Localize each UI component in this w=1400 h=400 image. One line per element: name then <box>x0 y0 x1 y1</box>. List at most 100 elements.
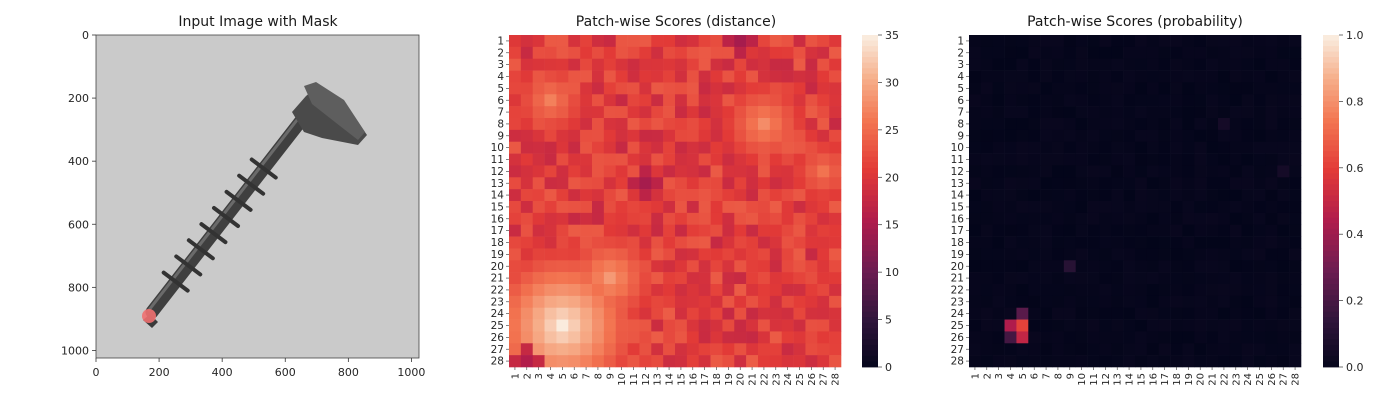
heatmap-cell <box>722 355 735 368</box>
heatmap-cell <box>722 177 735 190</box>
heatmap-cell <box>722 35 735 48</box>
heatmap-cell <box>568 129 581 143</box>
heatmap-cell <box>603 129 617 143</box>
heatmap-cell <box>1277 295 1290 309</box>
heatmap-cell <box>544 260 557 273</box>
x-tick-label: 23 <box>1231 373 1242 386</box>
heatmap-cell <box>592 201 605 214</box>
heatmap-cell <box>829 319 842 332</box>
heatmap-cell <box>532 82 545 95</box>
heatmap-cell <box>651 46 664 60</box>
heatmap-cell <box>1123 177 1136 190</box>
heatmap-cell <box>734 224 747 237</box>
heatmap-cell <box>992 201 1005 214</box>
heatmap-cell <box>758 212 771 226</box>
heatmap-cell <box>1241 319 1254 332</box>
heatmap-cell <box>793 35 806 48</box>
heatmap-cell <box>675 106 688 119</box>
heatmap-cell <box>1028 165 1041 178</box>
x-tick-label: 16 <box>688 373 699 386</box>
heatmap-cell <box>627 331 640 344</box>
heatmap-cell <box>829 118 842 131</box>
heatmap-cell <box>1099 260 1112 273</box>
heatmap-cell <box>603 331 617 344</box>
heatmap-cell <box>568 307 581 320</box>
heatmap-cell <box>980 129 994 143</box>
heatmap-cell <box>1241 355 1254 368</box>
heatmap-cell <box>710 177 723 190</box>
heatmap-cell <box>603 248 617 261</box>
heatmap-cell <box>698 260 711 273</box>
x-tick-label: 3 <box>534 373 545 379</box>
heatmap-cell <box>1016 94 1029 107</box>
heatmap-cell <box>580 355 593 368</box>
colorbar-segment <box>1323 40 1339 47</box>
heatmap-cell <box>793 129 806 143</box>
x-tick-label: 25 <box>795 373 806 386</box>
y-tick-label: 7 <box>497 107 504 119</box>
heatmap-cell <box>639 355 652 368</box>
heatmap-cell <box>1158 212 1171 226</box>
x-tick-label: 600 <box>275 366 296 379</box>
heatmap-cell <box>651 331 664 344</box>
heatmap-cell <box>1265 58 1278 71</box>
heatmap-cell <box>980 141 994 154</box>
heatmap-cell <box>1052 331 1065 344</box>
heatmap-cell <box>1146 343 1160 356</box>
x-tick-label: 28 <box>831 373 842 386</box>
heatmap-cell <box>1289 236 1302 249</box>
heatmap-cell <box>1075 331 1088 344</box>
y-tick-label: 1000 <box>61 344 89 357</box>
heatmap-cell <box>603 153 617 166</box>
y-tick-label: 25 <box>491 320 504 332</box>
heatmap-cell <box>793 272 806 285</box>
heatmap-cell <box>1241 295 1254 309</box>
colorbar-segment <box>1323 228 1339 235</box>
colorbar-segment <box>862 300 878 307</box>
heatmap-cell <box>1253 343 1266 356</box>
heatmap-cell <box>520 70 534 83</box>
heatmap-cell <box>1004 307 1017 320</box>
heatmap-cell <box>1087 272 1100 285</box>
heatmap-cell <box>675 35 688 48</box>
heatmap-cell <box>615 224 628 237</box>
heatmap-cell <box>817 343 830 356</box>
heatmap-cell <box>1075 106 1088 119</box>
heatmap-cell <box>722 295 735 309</box>
heatmap-cell <box>1087 177 1100 190</box>
heatmap-cell <box>1229 319 1243 332</box>
heatmap-cell <box>1075 236 1088 249</box>
heatmap-cell <box>992 343 1005 356</box>
heatmap-cell <box>1004 177 1017 190</box>
heatmap-cell <box>1135 331 1148 344</box>
thread-ridge <box>199 222 228 245</box>
heatmap-cell <box>1087 284 1100 297</box>
heatmap-cell <box>829 355 842 368</box>
heatmap-cell <box>686 224 700 237</box>
heatmap-cell <box>781 260 794 273</box>
heatmap-cell <box>520 284 534 297</box>
colorbar-segment <box>1323 46 1339 52</box>
heatmap-cell <box>1028 284 1041 297</box>
heatmap-cell <box>1241 106 1254 119</box>
colorbar-segment <box>1323 217 1339 224</box>
heatmap-cell <box>509 248 522 261</box>
colorbar-tick-label: 0.2 <box>1346 295 1364 308</box>
heatmap-cell <box>1170 94 1183 107</box>
heatmap-cell <box>1265 70 1278 83</box>
heatmap-cell <box>675 284 688 297</box>
heatmap-cell <box>746 272 759 285</box>
heatmap-cell <box>769 224 783 237</box>
heatmap-cell <box>1016 165 1029 178</box>
heatmap-cell <box>1182 248 1195 261</box>
heatmap-cell <box>651 165 664 178</box>
heatmap-cell <box>1052 212 1065 226</box>
heatmap-cell <box>675 331 688 344</box>
heatmap-cell <box>1265 82 1278 95</box>
heatmap-cell <box>710 58 723 71</box>
heatmap-cell <box>580 343 593 356</box>
x-tick-label: 26 <box>1267 373 1278 386</box>
heatmap-cell <box>1004 70 1017 83</box>
heatmap-cell <box>769 118 783 131</box>
heatmap-cell <box>651 129 664 143</box>
